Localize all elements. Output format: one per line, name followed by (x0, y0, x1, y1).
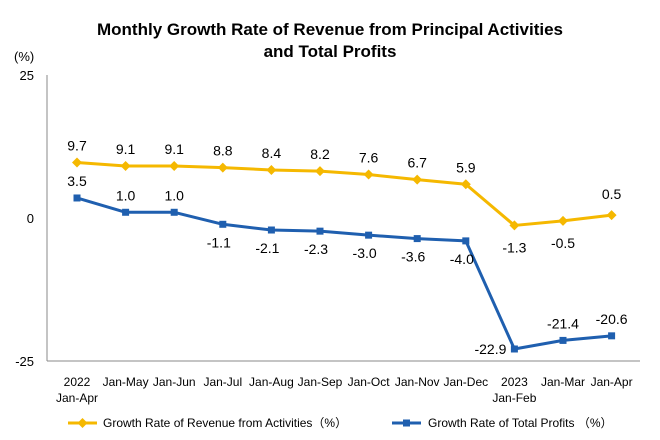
x-tick-label: Jan-Dec (443, 375, 488, 389)
profits-data-label: 1.0 (164, 187, 184, 203)
revenue-point (169, 160, 180, 171)
x-tick-label: Jan-Feb (492, 391, 536, 405)
revenue-point (266, 164, 277, 175)
chart-title-line: Monthly Growth Rate of Revenue from Prin… (97, 20, 563, 39)
revenue-data-label: 7.6 (359, 150, 379, 166)
revenue-point (72, 157, 82, 168)
y-unit-label: (%) (14, 49, 34, 64)
profits-data-label: -2.1 (255, 240, 279, 256)
revenue-point (120, 160, 131, 171)
x-tick-label: Jan-Jun (153, 375, 196, 389)
revenue-point (460, 179, 471, 190)
profits-point (316, 227, 324, 235)
revenue-point (558, 215, 568, 226)
profits-point (365, 231, 373, 239)
x-tick-label: Jan-Apr (56, 391, 98, 405)
profits-data-label: -2.3 (304, 241, 328, 257)
legend-profits-label: Growth Rate of Total Profits （%） (428, 416, 613, 430)
profits-point (510, 345, 518, 353)
y-tick-label: 25 (20, 68, 34, 83)
series-line-profits (76, 196, 612, 351)
y-tick-label: -25 (15, 354, 34, 369)
x-tick-label: Jan-Mar (541, 375, 585, 389)
profits-data-label: 3.5 (67, 173, 87, 189)
profits-data-label: -20.6 (596, 311, 628, 327)
profits-point (608, 332, 616, 340)
revenue-point (606, 210, 617, 221)
profits-data-label: -22.9 (474, 341, 506, 357)
x-tick-label: Jan-Oct (348, 375, 391, 389)
revenue-data-label: 8.8 (213, 143, 233, 159)
x-tick-label: Jan-Aug (249, 375, 294, 389)
x-tick-label: Jan-Apr (591, 375, 633, 389)
revenue-data-label: 6.7 (407, 155, 427, 171)
x-tick-label: 2022 (64, 375, 91, 389)
revenue-data-label: -1.3 (502, 239, 526, 255)
revenue-data-label: 5.9 (456, 159, 476, 175)
profits-point (559, 336, 567, 344)
profits-point (122, 208, 130, 216)
revenue-point (363, 169, 374, 180)
y-tick-label: 0 (27, 211, 34, 226)
x-tick-label: Jan-Jul (203, 375, 242, 389)
profits-data-label: -3.0 (353, 245, 377, 261)
revenue-point (217, 162, 228, 173)
revenue-data-label: 9.1 (116, 141, 136, 157)
revenue-data-label: 9.1 (164, 141, 184, 157)
profits-point (267, 226, 275, 234)
profits-data-label: -21.4 (547, 315, 579, 331)
profits-data-label: -4.0 (450, 251, 474, 267)
revenue-data-label: -0.5 (551, 235, 575, 251)
revenue-point (509, 220, 520, 231)
legend-revenue-label: Growth Rate of Revenue from Activities（%… (103, 416, 347, 430)
revenue-point (315, 166, 325, 177)
profits-data-label: 1.0 (116, 187, 136, 203)
series-line-revenue (76, 161, 612, 227)
profits-data-label: -1.1 (207, 234, 231, 250)
profits-point (170, 208, 178, 216)
revenue-data-label: 0.5 (602, 186, 622, 202)
x-tick-label: Jan-Nov (395, 375, 440, 389)
legend-revenue-marker (77, 418, 88, 428)
x-tick-label: Jan-Sep (298, 375, 343, 389)
revenue-data-label: 9.7 (67, 138, 87, 154)
x-tick-label: 2023 (501, 375, 528, 389)
legend-profits-marker (403, 419, 410, 427)
chart-title-line: and Total Profits (264, 42, 397, 61)
revenue-data-label: 8.4 (262, 145, 282, 161)
profits-point (219, 220, 227, 228)
profits-point (462, 237, 470, 245)
profits-point (73, 194, 81, 202)
revenue-point (412, 174, 423, 185)
x-tick-label: Jan-May (103, 375, 149, 389)
revenue-data-label: 8.2 (310, 146, 330, 162)
profits-point (413, 235, 421, 243)
profits-data-label: -3.6 (401, 249, 425, 265)
